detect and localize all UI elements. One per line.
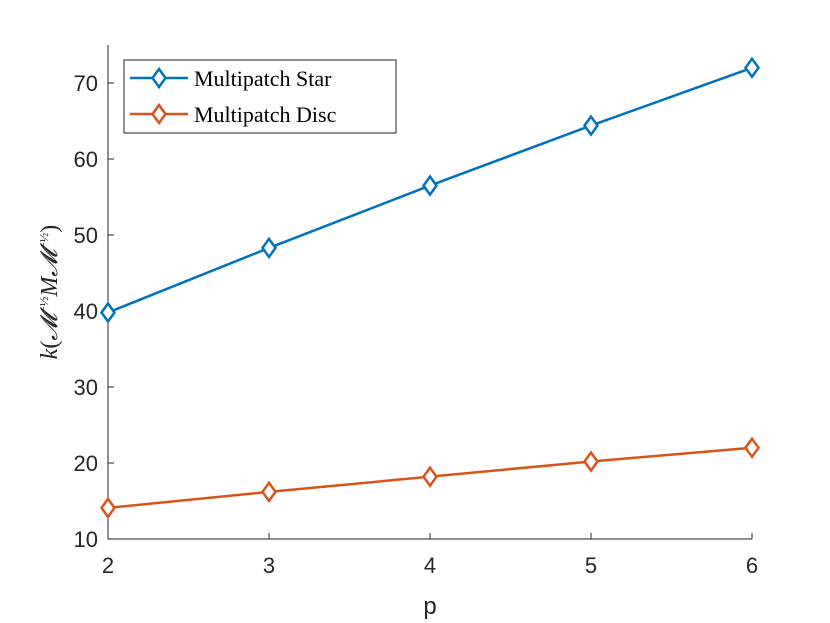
legend-label: Multipatch Disc <box>194 102 337 127</box>
x-axis-label: p <box>423 593 436 620</box>
legend-label: Multipatch Star <box>194 66 332 91</box>
y-tick-label: 70 <box>74 71 98 96</box>
data-point <box>582 114 600 137</box>
y-label-M: M <box>37 275 63 298</box>
x-tick-label: 4 <box>424 553 436 578</box>
legend-swatch-marker <box>150 102 168 126</box>
y-tick-label: 40 <box>74 299 98 324</box>
data-point <box>421 465 439 488</box>
y-label-close: ) <box>37 225 63 233</box>
y-label-exp1: −½ <box>36 296 51 313</box>
y-label-k: k <box>37 348 63 359</box>
legend: Multipatch Star Multipatch Disc <box>123 59 397 134</box>
series-1 <box>99 436 761 519</box>
y-tick-label: 50 <box>74 223 98 248</box>
data-point <box>99 301 117 324</box>
x-ticks: 2 3 4 5 6 <box>102 533 758 578</box>
y-label-open: ( <box>37 341 63 349</box>
x-tick-label: 6 <box>746 553 758 578</box>
y-tick-label: 60 <box>74 147 98 172</box>
y-tick-label: 10 <box>74 527 98 552</box>
y-label-exp2: −½ <box>36 232 51 249</box>
y-tick-label: 20 <box>74 451 98 476</box>
legend-swatch-marker <box>150 66 168 90</box>
y-axis-label: k(𝓜−½M𝓜−½) <box>36 225 63 360</box>
y-tick-label: 30 <box>74 375 98 400</box>
data-point <box>582 450 600 473</box>
series-layer <box>99 56 761 519</box>
x-tick-label: 3 <box>263 553 275 578</box>
series-0 <box>99 56 761 324</box>
x-tick-label: 5 <box>585 553 597 578</box>
data-point <box>743 436 761 459</box>
y-ticks: 10 20 30 40 50 60 70 <box>74 71 114 552</box>
data-point <box>260 480 278 504</box>
data-point <box>260 236 278 260</box>
data-point <box>421 174 439 197</box>
legend-box <box>123 59 397 134</box>
x-tick-label: 2 <box>102 553 114 578</box>
legend-items: Multipatch Star Multipatch Disc <box>130 66 337 127</box>
data-point <box>99 496 117 519</box>
data-point <box>743 56 761 79</box>
